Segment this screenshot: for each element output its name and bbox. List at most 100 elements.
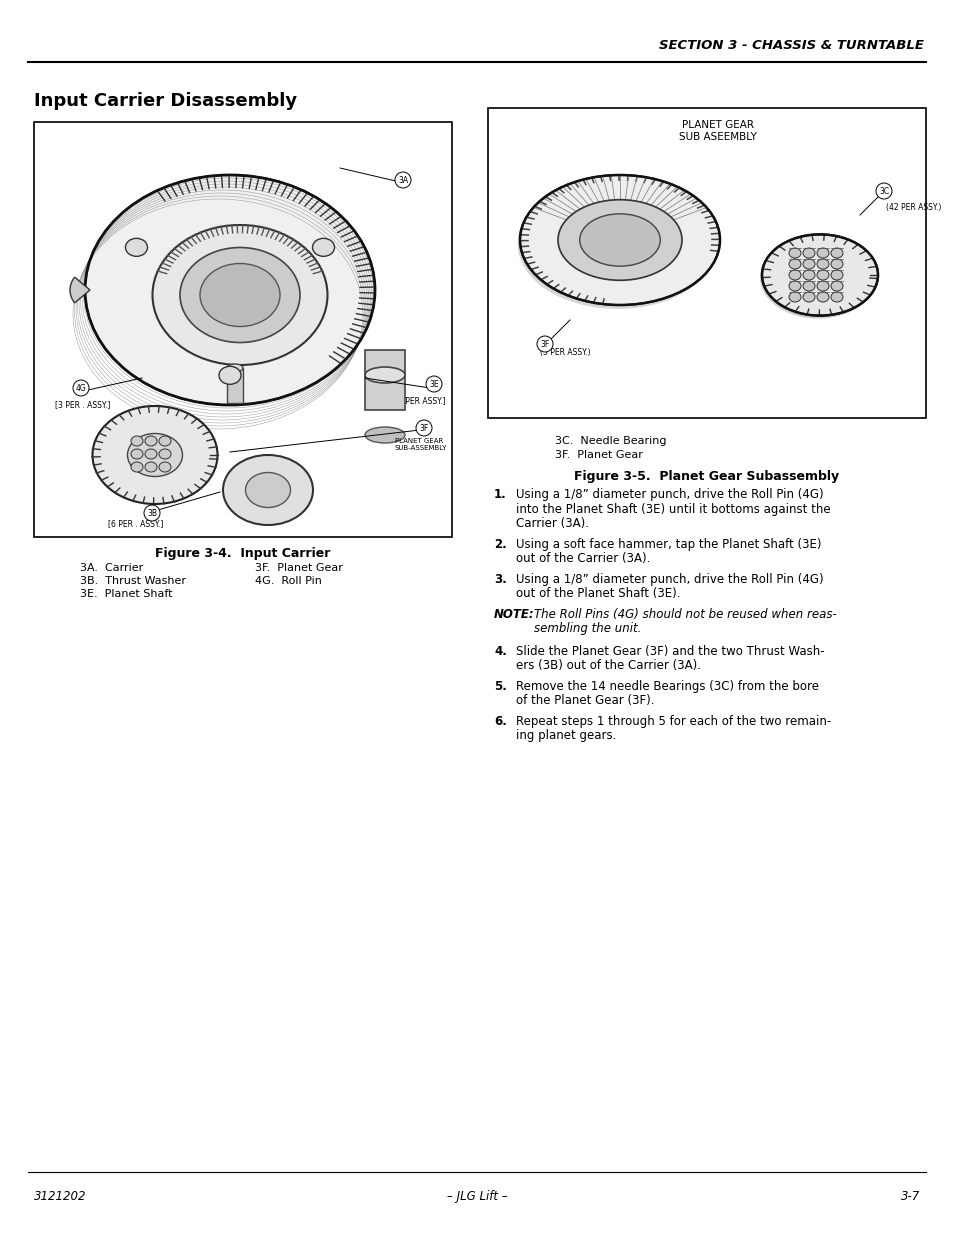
Ellipse shape <box>761 235 877 316</box>
Text: 3E.  Planet Shaft: 3E. Planet Shaft <box>80 589 172 599</box>
Ellipse shape <box>816 291 828 303</box>
Ellipse shape <box>223 454 313 525</box>
Ellipse shape <box>180 247 299 342</box>
Text: Remove the 14 needle Bearings (3C) from the bore: Remove the 14 needle Bearings (3C) from … <box>516 679 818 693</box>
Ellipse shape <box>788 270 801 280</box>
Text: Carrier (3A).: Carrier (3A). <box>516 517 588 530</box>
Ellipse shape <box>816 248 828 258</box>
Ellipse shape <box>518 177 719 306</box>
Ellipse shape <box>816 259 828 269</box>
Ellipse shape <box>802 291 814 303</box>
Ellipse shape <box>219 367 241 384</box>
Ellipse shape <box>518 178 718 308</box>
Ellipse shape <box>830 270 842 280</box>
Ellipse shape <box>200 263 280 326</box>
Ellipse shape <box>788 291 801 303</box>
Circle shape <box>416 420 432 436</box>
Text: 1.: 1. <box>494 488 506 501</box>
Ellipse shape <box>802 248 814 258</box>
Ellipse shape <box>517 178 718 308</box>
Circle shape <box>875 183 891 199</box>
Text: sembling the unit.: sembling the unit. <box>534 622 640 635</box>
Ellipse shape <box>558 200 681 280</box>
Ellipse shape <box>159 462 171 472</box>
Ellipse shape <box>830 248 842 258</box>
Ellipse shape <box>788 282 801 291</box>
Text: 3F: 3F <box>539 340 549 348</box>
Text: SECTION 3 - CHASSIS & TURNTABLE: SECTION 3 - CHASSIS & TURNTABLE <box>659 40 923 52</box>
Text: out of the Planet Shaft (3E).: out of the Planet Shaft (3E). <box>516 587 679 600</box>
Text: ing planet gears.: ing planet gears. <box>516 729 616 742</box>
Text: 3B: 3B <box>147 509 157 517</box>
Text: Using a 1/8” diameter punch, drive the Roll Pin (4G): Using a 1/8” diameter punch, drive the R… <box>516 573 822 585</box>
Ellipse shape <box>145 436 157 446</box>
Ellipse shape <box>760 236 876 317</box>
Text: 3C.  Needle Bearing: 3C. Needle Bearing <box>555 436 666 446</box>
Ellipse shape <box>159 436 171 446</box>
Text: 2.: 2. <box>494 537 506 551</box>
Ellipse shape <box>517 179 717 309</box>
Text: 3-7: 3-7 <box>900 1191 919 1203</box>
Ellipse shape <box>519 175 719 305</box>
Text: of the Planet Gear (3F).: of the Planet Gear (3F). <box>516 694 654 706</box>
Circle shape <box>73 380 89 396</box>
Text: Using a soft face hammer, tap the Planet Shaft (3E): Using a soft face hammer, tap the Planet… <box>516 537 821 551</box>
Bar <box>365 350 405 410</box>
Ellipse shape <box>816 270 828 280</box>
Text: [3 PER ASSY.]: [3 PER ASSY.] <box>395 396 445 405</box>
Ellipse shape <box>788 248 801 258</box>
Text: 3F: 3F <box>419 424 428 432</box>
Ellipse shape <box>518 177 719 306</box>
Text: PLANET GEAR
SUB-ASSEMBLY: PLANET GEAR SUB-ASSEMBLY <box>395 438 447 451</box>
Text: 3C: 3C <box>878 186 888 195</box>
Text: 3A: 3A <box>397 175 408 184</box>
Bar <box>34 122 452 537</box>
Ellipse shape <box>830 282 842 291</box>
Text: out of the Carrier (3A).: out of the Carrier (3A). <box>516 552 650 564</box>
Ellipse shape <box>760 235 877 316</box>
Text: 3F.  Planet Gear: 3F. Planet Gear <box>254 563 342 573</box>
Ellipse shape <box>365 367 405 383</box>
Ellipse shape <box>85 175 375 405</box>
Text: NOTE:: NOTE: <box>494 608 534 620</box>
Ellipse shape <box>131 450 143 459</box>
Text: 3A.  Carrier: 3A. Carrier <box>80 563 143 573</box>
Text: 6.: 6. <box>494 715 506 727</box>
Ellipse shape <box>816 282 828 291</box>
Text: Figure 3-4.  Input Carrier: Figure 3-4. Input Carrier <box>155 547 331 559</box>
Text: (42 PER ASSY.): (42 PER ASSY.) <box>885 203 941 212</box>
Text: The Roll Pins (4G) should not be reused when reas-: The Roll Pins (4G) should not be reused … <box>534 608 836 620</box>
Text: 4.: 4. <box>494 645 506 657</box>
Text: 3F.  Planet Gear: 3F. Planet Gear <box>555 450 642 459</box>
Text: SUB ASEEMBLY: SUB ASEEMBLY <box>679 132 756 142</box>
Circle shape <box>144 505 160 521</box>
Text: Repeat steps 1 through 5 for each of the two remain-: Repeat steps 1 through 5 for each of the… <box>516 715 830 727</box>
Circle shape <box>426 375 441 391</box>
Text: [6 PER . ASSY.]: [6 PER . ASSY.] <box>108 519 163 529</box>
Ellipse shape <box>92 406 217 504</box>
Text: Input Carrier Disassembly: Input Carrier Disassembly <box>34 91 296 110</box>
Text: 3.: 3. <box>494 573 506 585</box>
Text: PLANET GEAR: PLANET GEAR <box>681 120 753 130</box>
Ellipse shape <box>159 450 171 459</box>
Ellipse shape <box>788 259 801 269</box>
Ellipse shape <box>519 175 720 305</box>
Ellipse shape <box>128 433 182 477</box>
Ellipse shape <box>131 436 143 446</box>
Ellipse shape <box>760 236 876 317</box>
Text: 3B.  Thrust Washer: 3B. Thrust Washer <box>80 576 186 585</box>
Ellipse shape <box>760 237 876 319</box>
Text: Slide the Planet Gear (3F) and the two Thrust Wash-: Slide the Planet Gear (3F) and the two T… <box>516 645 823 657</box>
Circle shape <box>537 336 553 352</box>
Ellipse shape <box>131 462 143 472</box>
Text: 4G: 4G <box>75 384 87 393</box>
Wedge shape <box>70 277 90 303</box>
Ellipse shape <box>126 238 148 257</box>
Ellipse shape <box>313 238 335 257</box>
Ellipse shape <box>579 214 659 267</box>
Text: – JLG Lift –: – JLG Lift – <box>446 1191 507 1203</box>
Ellipse shape <box>802 259 814 269</box>
Ellipse shape <box>830 291 842 303</box>
Circle shape <box>395 172 411 188</box>
Ellipse shape <box>152 225 327 366</box>
